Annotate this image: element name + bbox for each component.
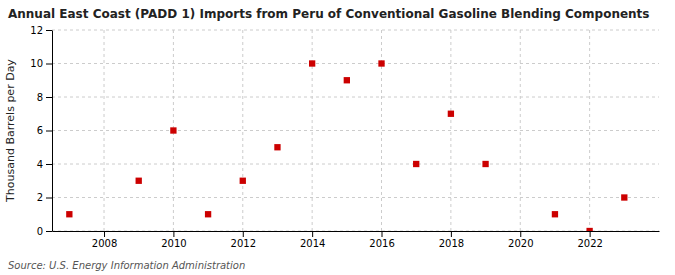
grid-line xyxy=(52,197,659,198)
title: Annual East Coast (PADD 1) Imports from … xyxy=(8,7,649,21)
y-axis-tick-label: 0 xyxy=(37,226,43,237)
grid-line xyxy=(242,30,243,231)
point xyxy=(586,228,592,231)
plot: 2008 2010 2012 2014 2016 2018 2020 2022 0 2 4 6 8 10 1… xyxy=(30,25,659,249)
grid-line xyxy=(52,231,659,232)
chart: Annual East Coast (PADD 1) Imports from … xyxy=(0,0,675,275)
x-axis-tick-mark xyxy=(590,231,591,237)
grid-line xyxy=(52,164,659,165)
x-axis-tick-mark xyxy=(451,231,452,237)
y-axis-tick-label: 6 xyxy=(37,125,43,136)
grid xyxy=(52,30,659,231)
point xyxy=(136,178,142,184)
y-axis-tick-mark xyxy=(46,164,52,165)
x-axis-tick-label: 2020 xyxy=(508,238,533,249)
x-axis-tick-mark xyxy=(243,231,244,237)
point xyxy=(344,77,350,83)
point xyxy=(66,211,72,217)
y-axis-tick-label: 2 xyxy=(37,192,43,203)
grid-line xyxy=(52,30,659,31)
grid-line xyxy=(450,30,451,231)
y-axis-tick-label: 8 xyxy=(37,92,43,103)
point xyxy=(448,111,454,117)
y-axis-tick: 0 xyxy=(37,226,52,237)
grid-line xyxy=(381,30,382,231)
point xyxy=(621,194,627,200)
y-axis-tick-mark xyxy=(46,231,52,232)
x-axis-tick: 2022 xyxy=(577,231,602,249)
y-axis-tick-label: 12 xyxy=(30,25,43,36)
x-axis-tick-label: 2018 xyxy=(439,238,464,249)
y-axis-label: Thousand Barrels per Day xyxy=(4,59,17,203)
x-axis-tick: 2020 xyxy=(508,231,533,249)
points xyxy=(66,60,627,231)
x-axis-tick-label: 2014 xyxy=(300,238,325,249)
point xyxy=(413,161,419,167)
y-axis-tick-mark xyxy=(46,97,52,98)
x-axis-tick-mark xyxy=(104,231,105,237)
x-axis-tick-label: 2016 xyxy=(369,238,394,249)
y-axis-tick-mark xyxy=(46,64,52,65)
y-axis-tick-mark xyxy=(46,131,52,132)
y-axis-tick: 8 xyxy=(37,92,52,103)
point xyxy=(378,60,384,66)
point xyxy=(205,211,211,217)
x-axis-tick: 2016 xyxy=(369,231,394,249)
x-axis-tick-mark xyxy=(520,231,521,237)
x-axis-tick: 2008 xyxy=(92,231,117,249)
grid-line xyxy=(104,30,105,231)
x-axis-tick: 2012 xyxy=(231,231,256,249)
y-axis-tick-label: 4 xyxy=(37,159,43,170)
point xyxy=(309,60,315,66)
y-axis-tick-mark xyxy=(46,198,52,199)
x-axis-tick-mark xyxy=(382,231,383,237)
y-axis-tick: 4 xyxy=(37,159,52,170)
y-axis: 0 2 4 6 8 10 12 xyxy=(30,25,52,237)
x-axis: 2008 2010 2012 2014 2016 2018 2020 2022 xyxy=(53,231,660,249)
grid-line xyxy=(52,130,659,131)
x-axis-tick-label: 2012 xyxy=(231,238,256,249)
x-axis-tick-mark xyxy=(312,231,313,237)
y-axis-line xyxy=(52,31,53,232)
y-axis-tick: 12 xyxy=(30,25,52,36)
x-axis-line xyxy=(53,231,660,232)
point xyxy=(274,144,280,150)
grid-line xyxy=(52,97,659,98)
grid-line xyxy=(520,30,521,231)
x-axis-tick: 2018 xyxy=(439,231,464,249)
y-axis-tick-label: 10 xyxy=(30,58,43,69)
point xyxy=(170,127,176,133)
grid-line xyxy=(589,30,590,231)
y-axis-tick: 10 xyxy=(30,58,52,69)
point xyxy=(552,211,558,217)
x-axis-tick-label: 2022 xyxy=(577,238,602,249)
grid-line xyxy=(312,30,313,231)
y-axis-tick: 2 xyxy=(37,192,52,203)
y-axis-tick-mark xyxy=(46,30,52,31)
source: Source: U.S. Energy Information Administ… xyxy=(8,260,245,271)
point xyxy=(240,178,246,184)
x-axis-tick-label: 2010 xyxy=(161,238,186,249)
point xyxy=(482,161,488,167)
x-axis-tick-label: 2008 xyxy=(92,238,117,249)
x-axis-tick: 2014 xyxy=(300,231,325,249)
x-axis-tick: 2010 xyxy=(161,231,186,249)
x-axis-tick-mark xyxy=(173,231,174,237)
grid-line xyxy=(52,63,659,64)
y-axis-tick: 6 xyxy=(37,125,52,136)
